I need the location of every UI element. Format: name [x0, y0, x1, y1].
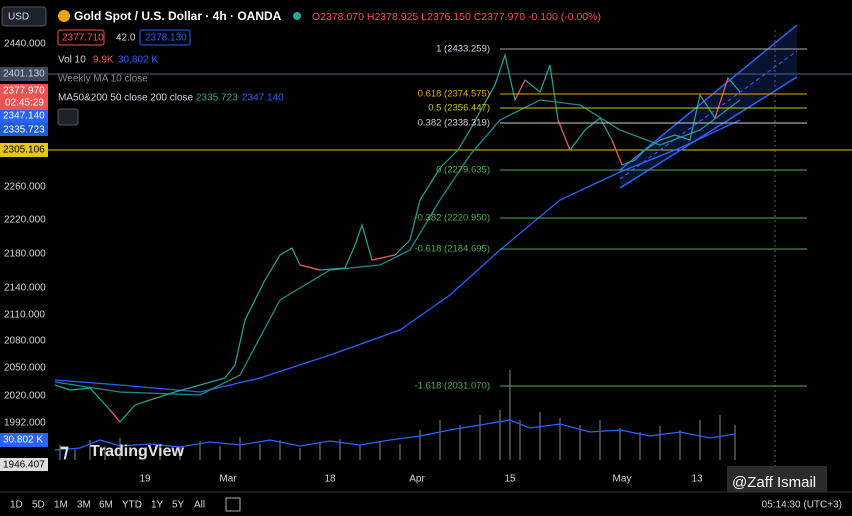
author: @Zaff Ismail: [732, 474, 816, 491]
price-label: 2140.000: [4, 283, 46, 294]
badge: [0, 110, 48, 123]
time-label: Mar: [219, 474, 237, 485]
ask: 2378.130: [145, 33, 187, 44]
badge: [0, 67, 48, 81]
range-toolbar: 1D 5D 1M 3M 6M YTD 1Y 5Y All: [10, 497, 241, 512]
fib-label: 0 (2279.635): [436, 165, 490, 176]
price-axis: 2440.000 2260.000 2220.000 2180.000 2140…: [4, 39, 46, 429]
collapse-button[interactable]: [57, 108, 79, 126]
fib-label: -1.618 (2031.070): [414, 381, 490, 392]
badge: [0, 123, 48, 136]
vol-label: Vol 10: [58, 55, 86, 66]
badge: [0, 433, 48, 447]
time-label: 18: [324, 474, 336, 485]
range-button[interactable]: 1Y: [151, 500, 164, 511]
vol-badge: 30.802 K: [3, 435, 43, 446]
symbol-button[interactable]: [1, 6, 47, 27]
price-label: 2080.000: [4, 336, 46, 347]
fib-label: 1 (2433.259): [436, 44, 490, 55]
fib-levels: 1 (2433.259) 0.618 (2374.575) 0.5 (2356.…: [414, 44, 490, 392]
range-button[interactable]: 1M: [54, 500, 68, 511]
price-label: 2110.000: [4, 310, 45, 321]
weekly-badge: 2401.130: [3, 69, 45, 80]
ma50-value: 2335.723: [196, 93, 238, 104]
time-label: 13: [691, 474, 703, 485]
chart-art: [0, 24, 852, 470]
badge: [0, 84, 48, 110]
vol-value: 9.9K: [93, 55, 114, 66]
author-box: [727, 466, 827, 492]
spread: 42.0: [116, 33, 136, 44]
range-button[interactable]: 6M: [99, 500, 113, 511]
range-button[interactable]: YTD: [122, 500, 142, 511]
ma50-badge: 2335.723: [3, 125, 45, 136]
ohlc: O2378.070 H2378.925 L2376.150 C2377.970 …: [312, 11, 601, 23]
brand: TradingView: [90, 443, 185, 460]
bid-box[interactable]: [57, 29, 105, 46]
fib-label: 0.382 (2338.319): [418, 118, 490, 129]
fib-label: 0.618 (2374.575): [418, 89, 490, 100]
range-button[interactable]: 5D: [32, 500, 45, 511]
calendar-button[interactable]: [225, 497, 241, 512]
symbol-button-label[interactable]: USD: [8, 12, 29, 23]
badge: [0, 458, 48, 471]
range-button[interactable]: All: [194, 500, 205, 511]
fib-label: -0.618 (2184.695): [414, 244, 490, 255]
price-label: 2050.000: [4, 363, 46, 374]
ma-label: MA50&200 50 close 200 close: [58, 93, 194, 104]
ma200-badge: 2347.140: [3, 111, 45, 122]
fib-label: -0.382 (2220.950): [414, 213, 490, 224]
time-axis: 19 Mar 18 Apr 15 May 13: [139, 474, 703, 485]
range-button[interactable]: 1D: [10, 500, 23, 511]
clock: 05:14:30 (UTC+3): [762, 500, 842, 511]
chart-title: Gold Spot / U.S. Dollar · 4h · OANDA: [74, 9, 282, 23]
ma200-value: 2347.140: [242, 93, 284, 104]
price-label: 2020.000: [4, 391, 46, 402]
fib-label: 0.5 (2356.447): [428, 103, 490, 114]
range-button[interactable]: 3M: [77, 500, 91, 511]
bid[interactable]: 2377.710: [62, 33, 104, 44]
time-label: May: [613, 474, 632, 485]
badge: [0, 143, 48, 157]
logo-mark: ⁊: [60, 441, 69, 461]
gold-icon: [58, 10, 70, 22]
weekly-ma: Weekly MA 10 close: [58, 74, 148, 85]
price-label: 1992.000: [4, 418, 46, 429]
level-badge: 2305.106: [3, 145, 45, 156]
price-label: 2180.000: [4, 249, 46, 260]
low-badge: 1946.407: [3, 460, 45, 471]
range-button[interactable]: 5Y: [172, 500, 185, 511]
time-label: 15: [504, 474, 516, 485]
price-label: 2220.000: [4, 215, 46, 226]
last-badge: 2377.970: [3, 86, 45, 97]
price-label: 2440.000: [4, 39, 46, 50]
price-label: 2260.000: [4, 182, 46, 193]
time-label: Apr: [409, 474, 425, 485]
countdown: 02:45:29: [5, 98, 44, 109]
vol-ma: 30.802 K: [118, 55, 158, 66]
status-dot: [293, 12, 301, 20]
time-label: 19: [139, 474, 151, 485]
ask-box[interactable]: [139, 29, 191, 46]
